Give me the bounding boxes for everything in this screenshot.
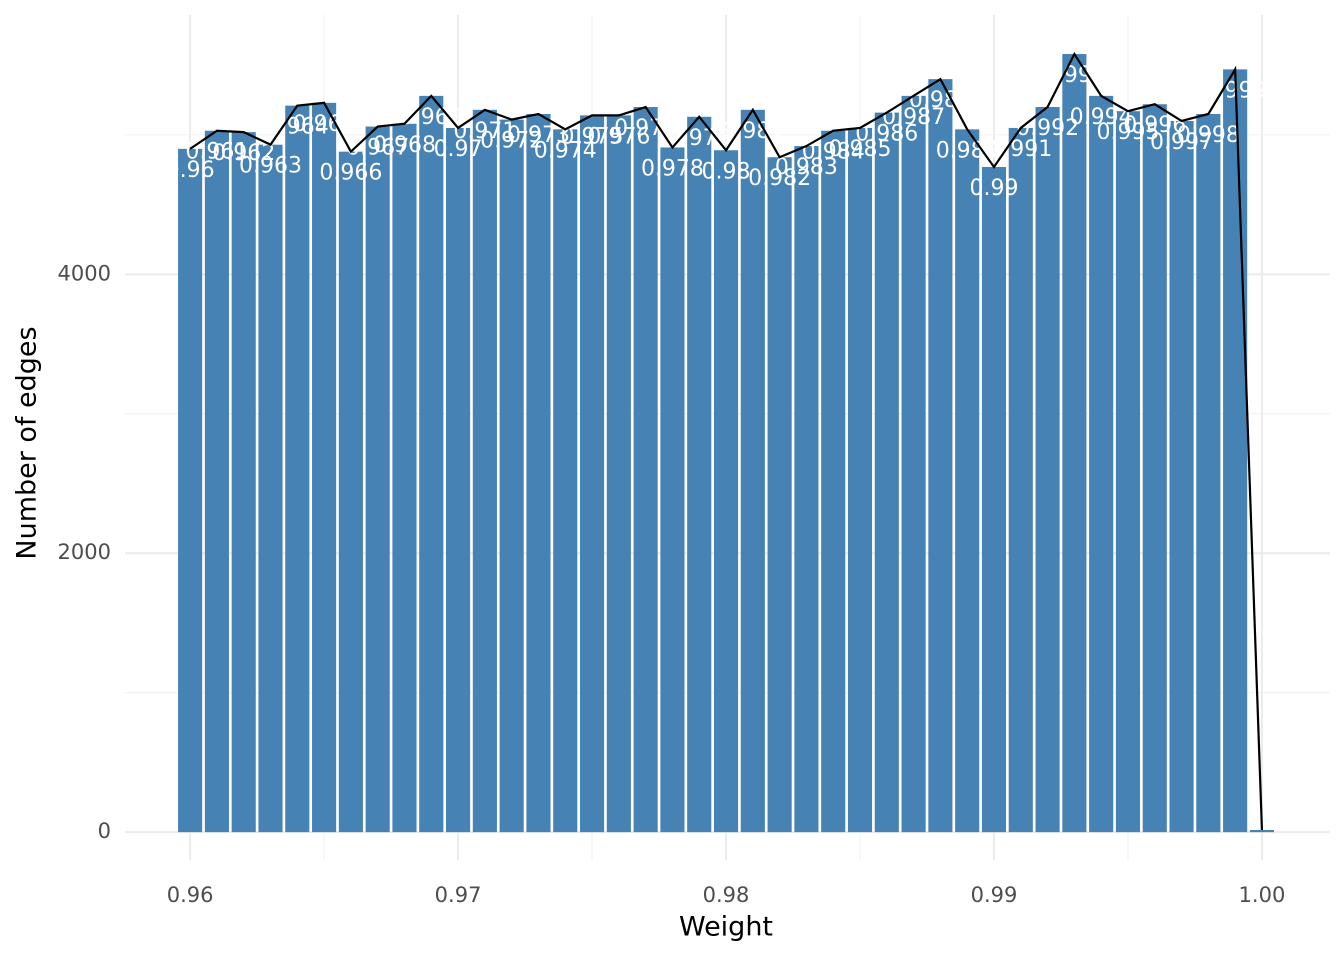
bar <box>499 119 524 833</box>
y-tick-label: 0 <box>98 819 111 843</box>
bar-label: 0.993 <box>1043 63 1106 88</box>
bar <box>740 109 765 833</box>
y-axis-title: Number of edges <box>12 326 43 559</box>
bar-label: 0.97 <box>434 137 483 162</box>
bar <box>847 127 873 833</box>
bar-label: 0.98 <box>702 159 751 184</box>
bar-label: 0.982 <box>748 166 811 191</box>
bar <box>472 109 497 833</box>
bar <box>579 115 605 833</box>
bar <box>338 151 363 833</box>
bar-label: 0.998 <box>1177 123 1240 148</box>
bar <box>713 150 739 833</box>
bar <box>365 126 390 833</box>
bar-label: 0.963 <box>239 154 302 179</box>
bar <box>178 148 203 833</box>
bar-label: 0.978 <box>641 156 704 181</box>
x-axis-title: Weight <box>679 912 773 943</box>
bar-label: 0.974 <box>534 138 597 163</box>
bar <box>901 95 926 833</box>
bar <box>526 114 551 833</box>
bar <box>1089 95 1114 833</box>
bar <box>553 129 578 833</box>
bar <box>312 102 337 833</box>
bar-label: 0.965 <box>293 112 356 137</box>
bar <box>955 129 980 833</box>
bar-label: 0.992 <box>1016 116 1079 141</box>
bar <box>1115 111 1141 833</box>
bar <box>928 79 953 833</box>
y-tick-label: 2000 <box>58 540 111 564</box>
bar-label: 0.99 <box>969 176 1018 201</box>
bar <box>767 157 792 833</box>
bar-label: 0.968 <box>373 133 436 158</box>
bar <box>687 116 712 833</box>
bar <box>204 130 229 833</box>
bar <box>1169 120 1194 833</box>
bar <box>392 123 417 833</box>
bar-label: 0.979 <box>668 126 731 151</box>
bar-label: 0.985 <box>829 137 892 162</box>
bar <box>606 115 631 833</box>
bar <box>1196 114 1221 833</box>
bar <box>1035 107 1060 833</box>
bar-label: 0.983 <box>775 155 838 180</box>
bar <box>821 130 846 833</box>
bar <box>285 105 310 833</box>
bar-label: 0.997 <box>1150 130 1213 155</box>
bar-label: 0.962 <box>212 141 275 166</box>
bar <box>874 112 899 833</box>
bar-label: 0.995 <box>1096 120 1159 145</box>
bar-label: 0.967 <box>346 136 409 161</box>
x-tick-label: 1.00 <box>1239 883 1286 907</box>
bar <box>794 146 819 833</box>
bar <box>633 107 658 833</box>
x-tick-label: 0.99 <box>971 883 1018 907</box>
trend-line <box>189 51 1264 831</box>
bar-label: 0.976 <box>587 124 650 149</box>
bar-label: 0.972 <box>480 129 543 154</box>
bar <box>1223 69 1248 833</box>
x-tick-label: 0.96 <box>167 883 214 907</box>
x-tick-label: 0.98 <box>703 883 750 907</box>
bar <box>1249 830 1274 833</box>
bar <box>1142 104 1167 833</box>
bar <box>446 127 471 833</box>
bar <box>231 132 256 833</box>
bar <box>1062 54 1087 833</box>
bar <box>419 95 444 833</box>
bar <box>660 147 685 833</box>
y-tick-label: 4000 <box>58 261 111 285</box>
bar-label: 0.975 <box>561 124 624 149</box>
bar-label: 0.966 <box>319 161 382 186</box>
bar-label: 0.96 <box>166 158 215 183</box>
x-tick-label: 0.97 <box>435 883 482 907</box>
bar <box>981 166 1007 833</box>
bar <box>258 144 283 833</box>
bar <box>1008 127 1033 833</box>
bar-label: 0.981 <box>721 119 784 144</box>
